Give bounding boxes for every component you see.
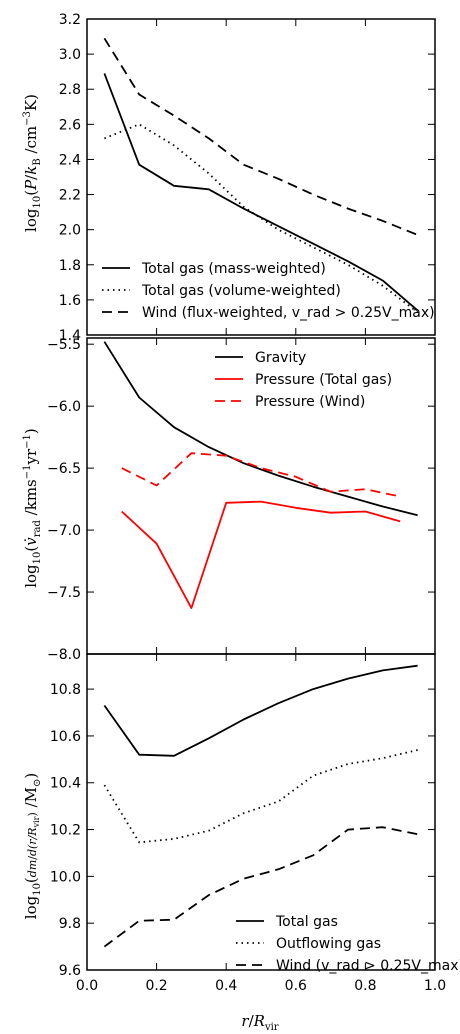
x-tick-label: 0.8 (354, 978, 376, 994)
panel-3: 9.6 9.8 10.0 10.2 10.4 10.6 10.8 0.0 0.2 0.4 0.6 0.… (50, 653, 460, 994)
y-tick-label: −6.0 (47, 399, 81, 415)
y-tick-label: 10.0 (50, 869, 81, 885)
x-tick-label: 1.0 (424, 978, 446, 994)
y-axis-label-acceleration: log10(v̇rad /kms−1yr−1) (22, 428, 43, 588)
y-tick-label: 10.4 (50, 776, 81, 792)
legend-label: Total gas (275, 914, 338, 930)
legend-label: Total gas (volume-weighted) (141, 283, 341, 299)
legend-label: Pressure (Total gas) (255, 372, 392, 388)
legend-label: Total gas (mass-weighted) (141, 261, 326, 277)
y-tick-label: 3.2 (59, 12, 81, 28)
y-tick-label: 9.8 (59, 916, 81, 932)
x-axis-label: r/Rvir (241, 1012, 278, 1033)
x-tick-label: 0.2 (145, 978, 167, 994)
series-line-3 (103, 37, 418, 236)
y-axis-label-mass: log10(dm/d(r/Rvir) /M⊙) (22, 773, 43, 919)
y-tick-label: 3.0 (59, 47, 81, 63)
y-tick-label: −7.0 (47, 523, 81, 539)
legend-label: Pressure (Wind) (255, 394, 365, 410)
y-tick-label: 10.2 (50, 823, 81, 839)
series-line-1 (103, 664, 418, 757)
series-line-1 (103, 73, 419, 312)
y-tick-label: −5.5 (47, 337, 81, 353)
legend-label: Gravity (255, 350, 306, 366)
plot-frame (86, 653, 436, 971)
series-line-3 (121, 452, 401, 498)
y-tick-label: 2.4 (59, 152, 81, 168)
y-tick-label: −8.0 (47, 647, 81, 663)
x-tick-label: 0.0 (76, 978, 98, 994)
y-tick-label: 9.6 (59, 963, 81, 979)
y-tick-label: −6.5 (47, 461, 81, 477)
x-tick-label: 0.6 (285, 978, 307, 994)
y-tick-label: 2.6 (59, 117, 81, 133)
y-tick-label: 1.8 (59, 258, 81, 274)
legend-label: Wind (v_rad > 0.25V_max) (276, 958, 460, 974)
y-tick-label: 10.6 (50, 729, 81, 745)
legend-label: Outflowing gas (276, 936, 381, 952)
panel-1: 1.4 1.6 1.8 2.0 2.2 2.4 2.6 2.8 3.0 3.2 Total gas … (59, 12, 436, 344)
legend: Total gas (mass-weighted) Total gas (volu… (102, 261, 435, 321)
y-tick-label: 1.4 (59, 328, 81, 344)
series-line-2 (103, 749, 418, 844)
series-line-1 (103, 341, 418, 517)
y-tick-label: −7.5 (47, 585, 81, 601)
plot-frame (86, 18, 436, 336)
legend: Gravity Pressure (Total gas) Pressure (Win… (215, 350, 392, 410)
y-tick-label: 10.8 (50, 682, 81, 698)
y-tick-label: 1.6 (59, 293, 81, 309)
series-line-2 (121, 500, 401, 609)
y-tick-label: 2.8 (59, 82, 81, 98)
series-line-3 (103, 826, 418, 948)
y-tick-label: 2.0 (59, 223, 81, 239)
y-tick-label: 2.2 (59, 188, 81, 204)
x-tick-label: 0.4 (215, 978, 237, 994)
panel-2: −8.0 −7.5 −7.0 −6.5 −6.0 −5.5 Gravity Pressure … (47, 337, 436, 663)
y-axis-label-pressure: log10(P/kB /cm−3K) (22, 94, 43, 232)
legend-label: Wind (flux-weighted, v_rad > 0.25V_max) (142, 305, 435, 321)
legend: Total gas Outflowing gas Wind (v_rad > 0.2… (236, 914, 460, 974)
